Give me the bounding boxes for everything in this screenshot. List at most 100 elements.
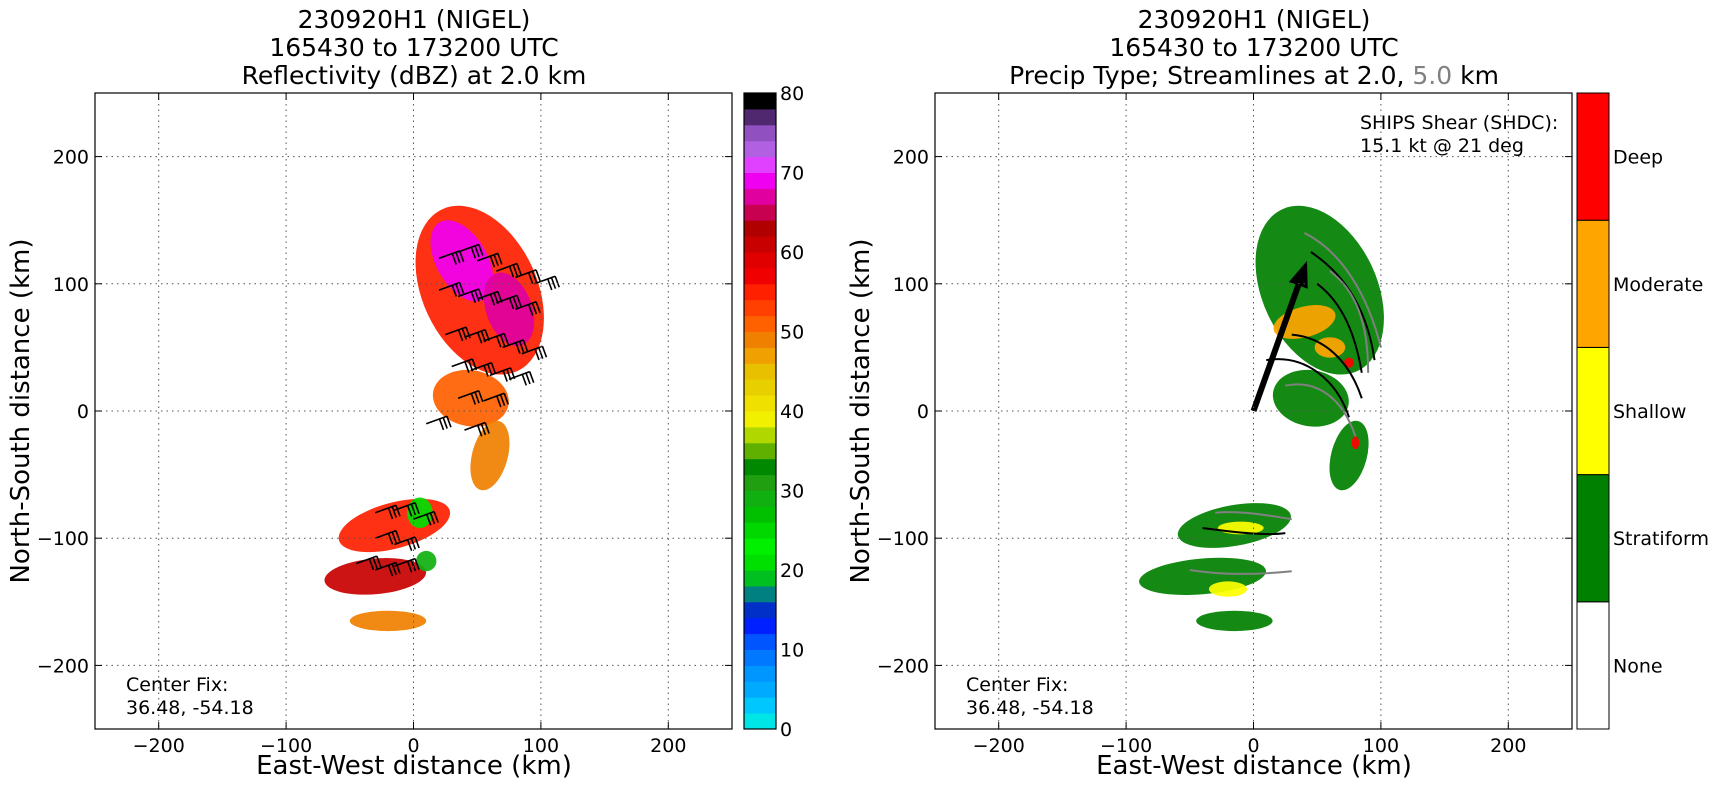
wind-barb-flag-29-0	[414, 558, 420, 570]
x-tick-label-4: 200	[650, 735, 686, 757]
colorbar-segment-19	[744, 411, 776, 428]
wind-barb-flag-4-2	[527, 272, 534, 284]
left-reflectivity-field	[324, 205, 544, 632]
left-title-line-3: Reflectivity (dBZ) at 2.0 km	[242, 61, 587, 90]
wind-barb-3	[496, 262, 518, 272]
wind-barb-flag-6-1	[455, 283, 461, 296]
wind-barb-flag-22-2	[387, 507, 394, 520]
colorbar-segment-26	[744, 299, 776, 317]
left-center-fix-label: Center Fix:	[126, 674, 228, 696]
streamline-6	[1285, 383, 1357, 437]
colorbar-tick-label-8: 80	[780, 83, 804, 105]
wind-barb-flag-21-2	[496, 395, 502, 408]
wind-barb-15	[521, 345, 543, 355]
x-tick-label-3: 100	[1363, 735, 1399, 757]
streamline-4	[1304, 232, 1382, 348]
y-tick-label-0: −200	[37, 655, 89, 677]
wind-barb-11	[445, 326, 467, 336]
colorbar-segment-11	[744, 538, 776, 555]
wind-barb-flag-28-0	[395, 562, 401, 574]
colorbar-segment-15	[744, 474, 776, 491]
wind-barb-20	[457, 390, 480, 400]
colorbar-segment-22	[744, 363, 776, 380]
wind-barb-flag-15-2	[534, 348, 540, 361]
wind-barb-flag-21-0	[503, 393, 509, 405]
wind-barb-flag-26-1	[410, 538, 417, 550]
echo-region-10	[1208, 581, 1248, 597]
wind-barb-6	[438, 281, 460, 291]
right-precip-type-field	[1139, 205, 1384, 632]
echo-region-11	[1196, 610, 1273, 632]
colorbar-category-label-4: Deep	[1613, 147, 1663, 169]
colorbar-segment-3	[744, 665, 776, 682]
left-colorbar: 0 10 20 30 40 50 60 70 80	[743, 83, 804, 741]
wind-barb-flag-17-0	[490, 362, 497, 375]
wind-barb-30	[425, 415, 448, 425]
colorbar-segment-16	[744, 458, 776, 476]
y-tick-label-1: −100	[877, 528, 929, 550]
right-title-line-3-c: km	[1452, 61, 1499, 90]
colorbar-segment-24	[744, 331, 776, 348]
colorbar-segment-9	[744, 570, 776, 587]
wind-barb-flag-11-2	[457, 329, 464, 342]
colorbar-tick-label-1: 10	[780, 640, 804, 662]
x-tick-label-2: 0	[407, 735, 419, 757]
wind-barb-flag-19-1	[525, 372, 531, 385]
colorbar-segment-33	[744, 188, 776, 205]
wind-barb-31	[464, 421, 486, 431]
colorbar-segment-31	[744, 220, 776, 237]
wind-barb-flag-30-0	[446, 415, 452, 428]
colorbar-segment-18	[744, 426, 776, 444]
shear-vector-arrow	[1250, 284, 1302, 413]
wind-barb-7	[457, 288, 480, 298]
wind-barb-flag-3-2	[508, 265, 515, 278]
wind-barb-flag-30-1	[442, 417, 448, 429]
wind-barb-flag-6-2	[451, 285, 457, 297]
wind-barb-flag-16-2	[464, 361, 470, 373]
colorbar-tick-label-2: 20	[780, 560, 804, 582]
left-wind-barbs	[355, 243, 560, 577]
wind-barb-flag-15-0	[541, 345, 548, 358]
wind-barb-flag-14-2	[515, 342, 521, 354]
wind-barb-flag-12-2	[476, 332, 483, 344]
wind-barb-flag-24-1	[429, 512, 436, 525]
echo-region-5	[338, 498, 451, 553]
echo-region-8	[407, 497, 433, 529]
echo-region-0	[1255, 205, 1384, 375]
right-center-fix-label: Center Fix:	[966, 674, 1068, 696]
right-colorbar: None Stratiform Shallow Moderate Deep	[1576, 92, 1709, 730]
wind-barb-flag-9-1	[512, 296, 519, 308]
echo-region-6	[1351, 436, 1360, 450]
echo-region-4	[470, 420, 510, 491]
wind-barb-flag-13-1	[499, 334, 506, 347]
y-tick-label-2: 0	[77, 401, 89, 423]
wind-barb-16	[451, 358, 473, 368]
colorbar-segment-6	[744, 617, 776, 635]
wind-barb-flag-17-1	[487, 363, 493, 376]
wind-barb-flag-11-0	[465, 326, 471, 339]
colorbar-category-3	[1576, 219, 1610, 348]
wind-barb-flag-26-0	[414, 536, 420, 549]
wind-barb-flag-3-0	[516, 263, 522, 275]
colorbar-tick-label-6: 60	[780, 242, 804, 264]
x-tick-label-1: −100	[1100, 735, 1152, 757]
wind-barb-flag-0-1	[455, 251, 461, 264]
wind-barb-flag-28-1	[391, 563, 397, 576]
x-tick-label-2: 0	[1247, 735, 1259, 757]
wind-barb-flag-19-2	[521, 374, 528, 386]
colorbar-category-0	[1576, 601, 1610, 730]
echo-region-9	[416, 550, 437, 572]
wind-barb-flag-22-1	[391, 506, 397, 518]
wind-barb-flag-10-1	[531, 302, 538, 315]
wind-barb-flag-10-0	[535, 301, 541, 313]
wind-barb-flag-20-1	[474, 391, 480, 404]
echo-region-1	[430, 220, 494, 302]
right-panel: 230920H1 (NIGEL) 165430 to 173200 UTC Pr…	[846, 5, 1709, 781]
wind-barb-29	[394, 557, 416, 567]
wind-barb-4	[515, 269, 537, 279]
wind-barb-flag-25-0	[395, 530, 401, 542]
wind-barb-flag-7-0	[478, 288, 484, 301]
colorbar-tick-label-3: 30	[780, 481, 804, 503]
wind-barb-flag-4-0	[535, 269, 541, 282]
wind-barb-2	[476, 252, 499, 262]
